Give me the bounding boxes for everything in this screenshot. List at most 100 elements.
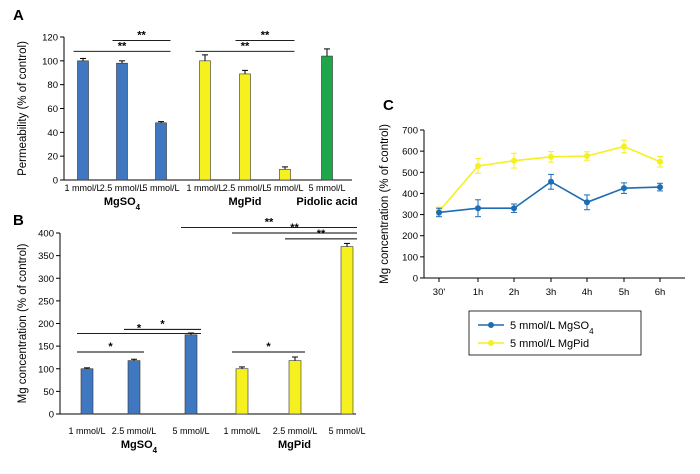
bar — [340, 246, 354, 415]
bar — [77, 60, 89, 181]
data-point — [657, 158, 663, 165]
y-tick-label: 0 — [53, 176, 58, 187]
x-tick-label: 5h — [619, 287, 630, 298]
y-axis-title: Permeability (% of control) — [17, 41, 29, 176]
y-tick-label: 250 — [38, 296, 54, 307]
panel-b-letter: B — [13, 212, 24, 229]
group-label-subscript: 4 — [136, 203, 141, 212]
y-tick-label: 40 — [47, 128, 58, 139]
group-label-main: MgPid — [278, 439, 311, 451]
data-point — [511, 205, 517, 212]
panel-c-letter: C — [383, 97, 394, 114]
y-tick-label: 700 — [402, 126, 418, 137]
y-tick-label: 0 — [49, 410, 54, 421]
group-label-main: Pidolic acid — [296, 196, 357, 208]
bar — [155, 122, 167, 181]
panel-b-bar-chart: B 0 50 100 150 200 250 300 350 400 Mg concentrati… — [13, 212, 366, 455]
bar — [235, 368, 249, 415]
y-tick-label: 600 — [402, 147, 418, 158]
category-label: 2.5 mmol/L — [100, 183, 145, 193]
significance-mark: ** — [118, 40, 127, 52]
group-label-main: MgSO — [104, 196, 136, 208]
x-tick-label: 30' — [433, 287, 446, 298]
group-label-main: MgSO — [121, 439, 153, 451]
legend-swatch-marker — [488, 322, 494, 328]
significance-mark: * — [266, 341, 271, 353]
data-point — [621, 185, 627, 192]
category-label: 2.5 mmol/L — [112, 426, 157, 436]
bar — [80, 368, 94, 415]
legend-label: 5 mmol/L MgPid — [510, 338, 589, 350]
y-axis-title: Mg concentration (% of control) — [379, 124, 391, 284]
category-label: 5 mmol/L — [142, 183, 179, 193]
y-tick-label: 200 — [402, 231, 418, 242]
panel-a-bar-chart: A 0 20 40 60 80 100 120 Permeability (% of cont… — [13, 7, 358, 212]
category-label: 1 mmol/L — [186, 183, 223, 193]
significance-mark: * — [108, 341, 113, 353]
y-tick-label: 400 — [38, 229, 54, 240]
group-label: MgSO4 — [104, 196, 141, 212]
group-label-main: MgPid — [229, 196, 262, 208]
legend-label: 5 mmol/L MgSO4 — [510, 320, 594, 336]
significance-mark: * — [160, 318, 165, 330]
y-tick-label: 400 — [402, 189, 418, 200]
bar — [279, 168, 291, 181]
series-line — [438, 180, 661, 214]
legend-label-subscript: 4 — [589, 327, 594, 336]
data-point — [436, 209, 442, 216]
category-label: 1 mmol/L — [64, 183, 101, 193]
data-point — [584, 153, 590, 160]
bar — [199, 60, 211, 181]
significance-mark: ** — [241, 40, 250, 52]
legend-swatch-marker — [488, 340, 494, 346]
y-tick-label: 300 — [38, 274, 54, 285]
y-tick-label: 60 — [47, 104, 58, 115]
legend-box — [468, 310, 642, 356]
y-tick-label: 500 — [402, 168, 418, 179]
bar — [127, 360, 141, 415]
y-tick-label: 50 — [43, 387, 54, 398]
category-label: 5 mmol/L — [172, 426, 209, 436]
y-tick-label: 150 — [38, 342, 54, 353]
y-tick-label: 350 — [38, 251, 54, 262]
x-tick-label: 2h — [509, 287, 520, 298]
x-tick-label: 3h — [546, 287, 557, 298]
y-tick-label: 200 — [38, 319, 54, 330]
significance-mark: ** — [261, 30, 270, 42]
category-label: 5 mmol/L — [266, 183, 303, 193]
category-label: 5 mmol/L — [328, 426, 365, 436]
data-point — [475, 162, 481, 169]
y-tick-label: 120 — [42, 33, 58, 44]
bar — [288, 360, 302, 415]
category-label: 1 mmol/L — [223, 426, 260, 436]
category-label: 5 mmol/L — [308, 183, 345, 193]
category-label: 1 mmol/L — [68, 426, 105, 436]
data-point — [657, 184, 663, 191]
data-point — [584, 199, 590, 206]
significance-mark: ** — [317, 228, 326, 240]
data-point — [548, 178, 554, 185]
data-point — [548, 153, 554, 160]
category-label: 2.5 mmol/L — [223, 183, 268, 193]
y-tick-label: 0 — [413, 274, 418, 285]
group-label: MgPid — [278, 439, 311, 451]
bar — [184, 334, 198, 415]
data-point — [621, 143, 627, 150]
panel-c-line-chart: C 0 100 200 300 400 500 600 700 30' 1h 2h 3h 4h 5h 6h M… — [379, 97, 685, 356]
x-tick-label: 4h — [582, 287, 593, 298]
significance-mark: * — [137, 322, 142, 334]
group-label: Pidolic acid — [296, 196, 357, 208]
y-tick-label: 80 — [47, 80, 58, 91]
bar — [116, 62, 128, 181]
bar — [321, 55, 333, 181]
y-tick-label: 100 — [42, 56, 58, 67]
group-label-subscript: 4 — [153, 446, 158, 455]
significance-mark: ** — [265, 217, 274, 229]
y-tick-label: 20 — [47, 152, 58, 163]
category-label: 2.5 mmol/L — [273, 426, 318, 436]
x-tick-label: 1h — [473, 287, 484, 298]
bar — [239, 73, 251, 181]
significance-mark: ** — [137, 30, 146, 42]
legend-label-main: 5 mmol/L MgSO — [510, 320, 590, 332]
